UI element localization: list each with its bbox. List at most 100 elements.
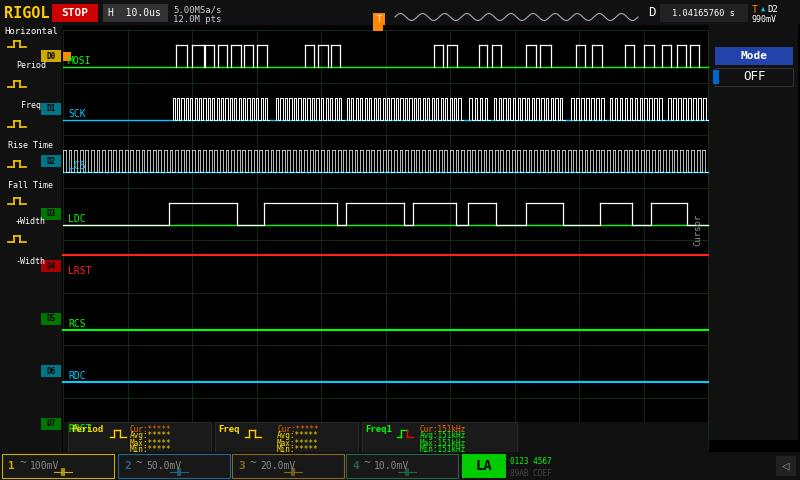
Text: 12.0M pts: 12.0M pts: [173, 14, 222, 24]
Bar: [215, 422, 358, 452]
Text: 20.0mV: 20.0mV: [260, 461, 295, 471]
Bar: [715, 47, 793, 65]
Text: Max:*****: Max:*****: [130, 439, 172, 447]
Bar: [660, 4, 748, 22]
Bar: [41, 313, 61, 325]
Bar: [373, 13, 385, 25]
Text: ~: ~: [364, 458, 370, 468]
Bar: [41, 365, 61, 377]
Bar: [41, 208, 61, 220]
Text: ◁: ◁: [782, 459, 790, 472]
Text: 4: 4: [352, 461, 358, 471]
Text: STOP: STOP: [62, 8, 89, 18]
Text: OFF: OFF: [742, 71, 766, 84]
Bar: [232, 454, 344, 478]
Text: Freq1: Freq1: [365, 424, 392, 433]
Text: 0123 4567: 0123 4567: [510, 456, 552, 466]
Text: 89AB CDEF: 89AB CDEF: [510, 468, 552, 478]
Text: Freq: Freq: [218, 424, 239, 433]
Text: 10.0mV: 10.0mV: [374, 461, 410, 471]
Text: ~: ~: [250, 458, 257, 468]
Bar: [373, 23, 383, 31]
Bar: [118, 454, 230, 478]
Text: Avg:151kHz: Avg:151kHz: [420, 432, 466, 441]
Text: Avg:*****: Avg:*****: [277, 432, 318, 441]
Text: Min:*****: Min:*****: [130, 445, 172, 455]
Text: D6: D6: [46, 367, 56, 376]
Text: +Width: +Width: [16, 217, 46, 227]
Text: Cur:*****: Cur:*****: [277, 424, 318, 433]
Text: Mode: Mode: [741, 51, 767, 61]
Text: RRST: RRST: [68, 424, 91, 433]
Text: Period: Period: [71, 424, 103, 433]
Bar: [63, 52, 71, 61]
Bar: [41, 418, 61, 430]
Text: T: T: [752, 5, 758, 15]
Bar: [41, 260, 61, 272]
Bar: [63, 30, 708, 450]
Text: 1.04165760 s: 1.04165760 s: [673, 9, 735, 17]
Text: Rise Time: Rise Time: [9, 141, 54, 149]
Bar: [63, 422, 708, 452]
Text: D2: D2: [767, 5, 778, 14]
Text: Cur:*****: Cur:*****: [130, 424, 172, 433]
Bar: [346, 454, 458, 478]
Text: Cur:151kHz: Cur:151kHz: [420, 424, 466, 433]
Bar: [713, 70, 719, 84]
Text: LDC: LDC: [68, 214, 86, 224]
Text: -Width: -Width: [16, 257, 46, 266]
Text: H  10.0us: H 10.0us: [107, 8, 161, 18]
Text: RIGOL: RIGOL: [4, 5, 50, 21]
Text: D2: D2: [46, 157, 56, 166]
Text: Max:*****: Max:*****: [277, 439, 318, 447]
Text: Fall Time: Fall Time: [9, 180, 54, 190]
Bar: [41, 155, 61, 167]
Text: T: T: [377, 14, 382, 24]
Text: 50.0mV: 50.0mV: [146, 461, 182, 471]
Bar: [52, 4, 98, 22]
Text: D5: D5: [46, 314, 56, 323]
Text: 990mV: 990mV: [752, 14, 777, 24]
Text: Period: Period: [16, 60, 46, 70]
Text: Cursor: Cursor: [694, 214, 702, 246]
Bar: [708, 25, 798, 440]
Bar: [0, 25, 62, 452]
Text: D1: D1: [46, 104, 56, 113]
Text: RCS: RCS: [68, 319, 86, 329]
Text: Min:151kHz: Min:151kHz: [420, 445, 466, 455]
Text: 1: 1: [8, 461, 14, 471]
Bar: [715, 68, 793, 86]
Text: 5.00MSa/s: 5.00MSa/s: [173, 5, 222, 14]
Bar: [776, 456, 796, 476]
Text: D3: D3: [46, 209, 56, 218]
Text: Max:151kHz: Max:151kHz: [420, 439, 466, 447]
Text: MOSI: MOSI: [68, 56, 91, 66]
Text: LA: LA: [476, 459, 492, 473]
Text: D0: D0: [46, 52, 56, 61]
Text: Avg:*****: Avg:*****: [130, 432, 172, 441]
Bar: [0, 0, 800, 25]
Text: LRST: LRST: [68, 266, 91, 276]
Text: ▲: ▲: [761, 7, 766, 13]
Bar: [0, 452, 800, 480]
Text: LCS: LCS: [68, 161, 86, 171]
Text: Min:*****: Min:*****: [277, 445, 318, 455]
Text: Horizontal: Horizontal: [4, 26, 58, 36]
Text: 100mV: 100mV: [30, 461, 59, 471]
Text: ~: ~: [20, 458, 26, 468]
Text: D7: D7: [46, 419, 56, 428]
Text: SCK: SCK: [68, 108, 86, 119]
Bar: [362, 422, 517, 452]
Text: RDC: RDC: [68, 371, 86, 381]
Text: 3: 3: [238, 461, 245, 471]
Bar: [41, 50, 61, 62]
Bar: [68, 422, 211, 452]
Text: ~: ~: [136, 458, 142, 468]
Text: D: D: [648, 7, 655, 20]
Text: Freq: Freq: [21, 100, 41, 109]
Bar: [508, 454, 590, 466]
Bar: [462, 454, 506, 478]
Bar: [508, 466, 590, 478]
Text: 2: 2: [124, 461, 130, 471]
Bar: [41, 103, 61, 115]
